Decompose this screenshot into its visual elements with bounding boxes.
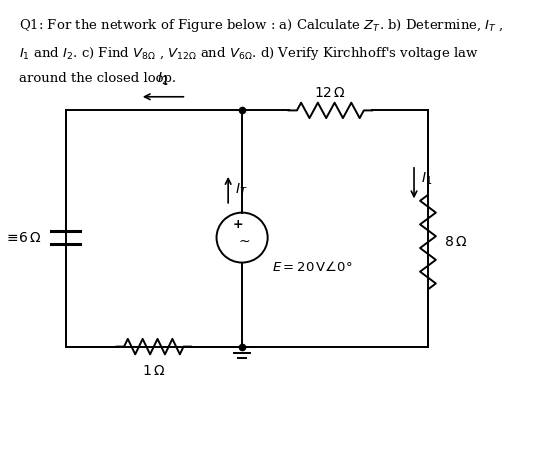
Text: $I_2$: $I_2$ xyxy=(157,70,169,87)
Text: +: + xyxy=(232,218,243,231)
Text: $I_T$: $I_T$ xyxy=(235,182,248,198)
Text: $\equiv\!6\,\Omega$: $\equiv\!6\,\Omega$ xyxy=(4,231,42,244)
Text: $I_1$ and $I_2$. c) Find $V_{8\Omega}$ , $V_{12\Omega}$ and $V_{6\Omega}$. d) Ve: $I_1$ and $I_2$. c) Find $V_{8\Omega}$ ,… xyxy=(19,44,479,62)
Text: $1\,\Omega$: $1\,\Omega$ xyxy=(142,364,165,378)
Text: $8\,\Omega$: $8\,\Omega$ xyxy=(444,235,467,249)
Text: Q1: For the network of Figure below : a) Calculate $Z_T$. b) Determine, $I_T$ ,: Q1: For the network of Figure below : a)… xyxy=(19,17,504,34)
Text: $I_1$: $I_1$ xyxy=(421,170,432,187)
Text: around the closed loop.: around the closed loop. xyxy=(19,72,176,85)
Text: $E = 20\,\mathrm{V}\angle 0°$: $E = 20\,\mathrm{V}\angle 0°$ xyxy=(272,260,353,274)
Text: ~: ~ xyxy=(239,234,250,248)
Text: $12\,\Omega$: $12\,\Omega$ xyxy=(314,86,346,101)
